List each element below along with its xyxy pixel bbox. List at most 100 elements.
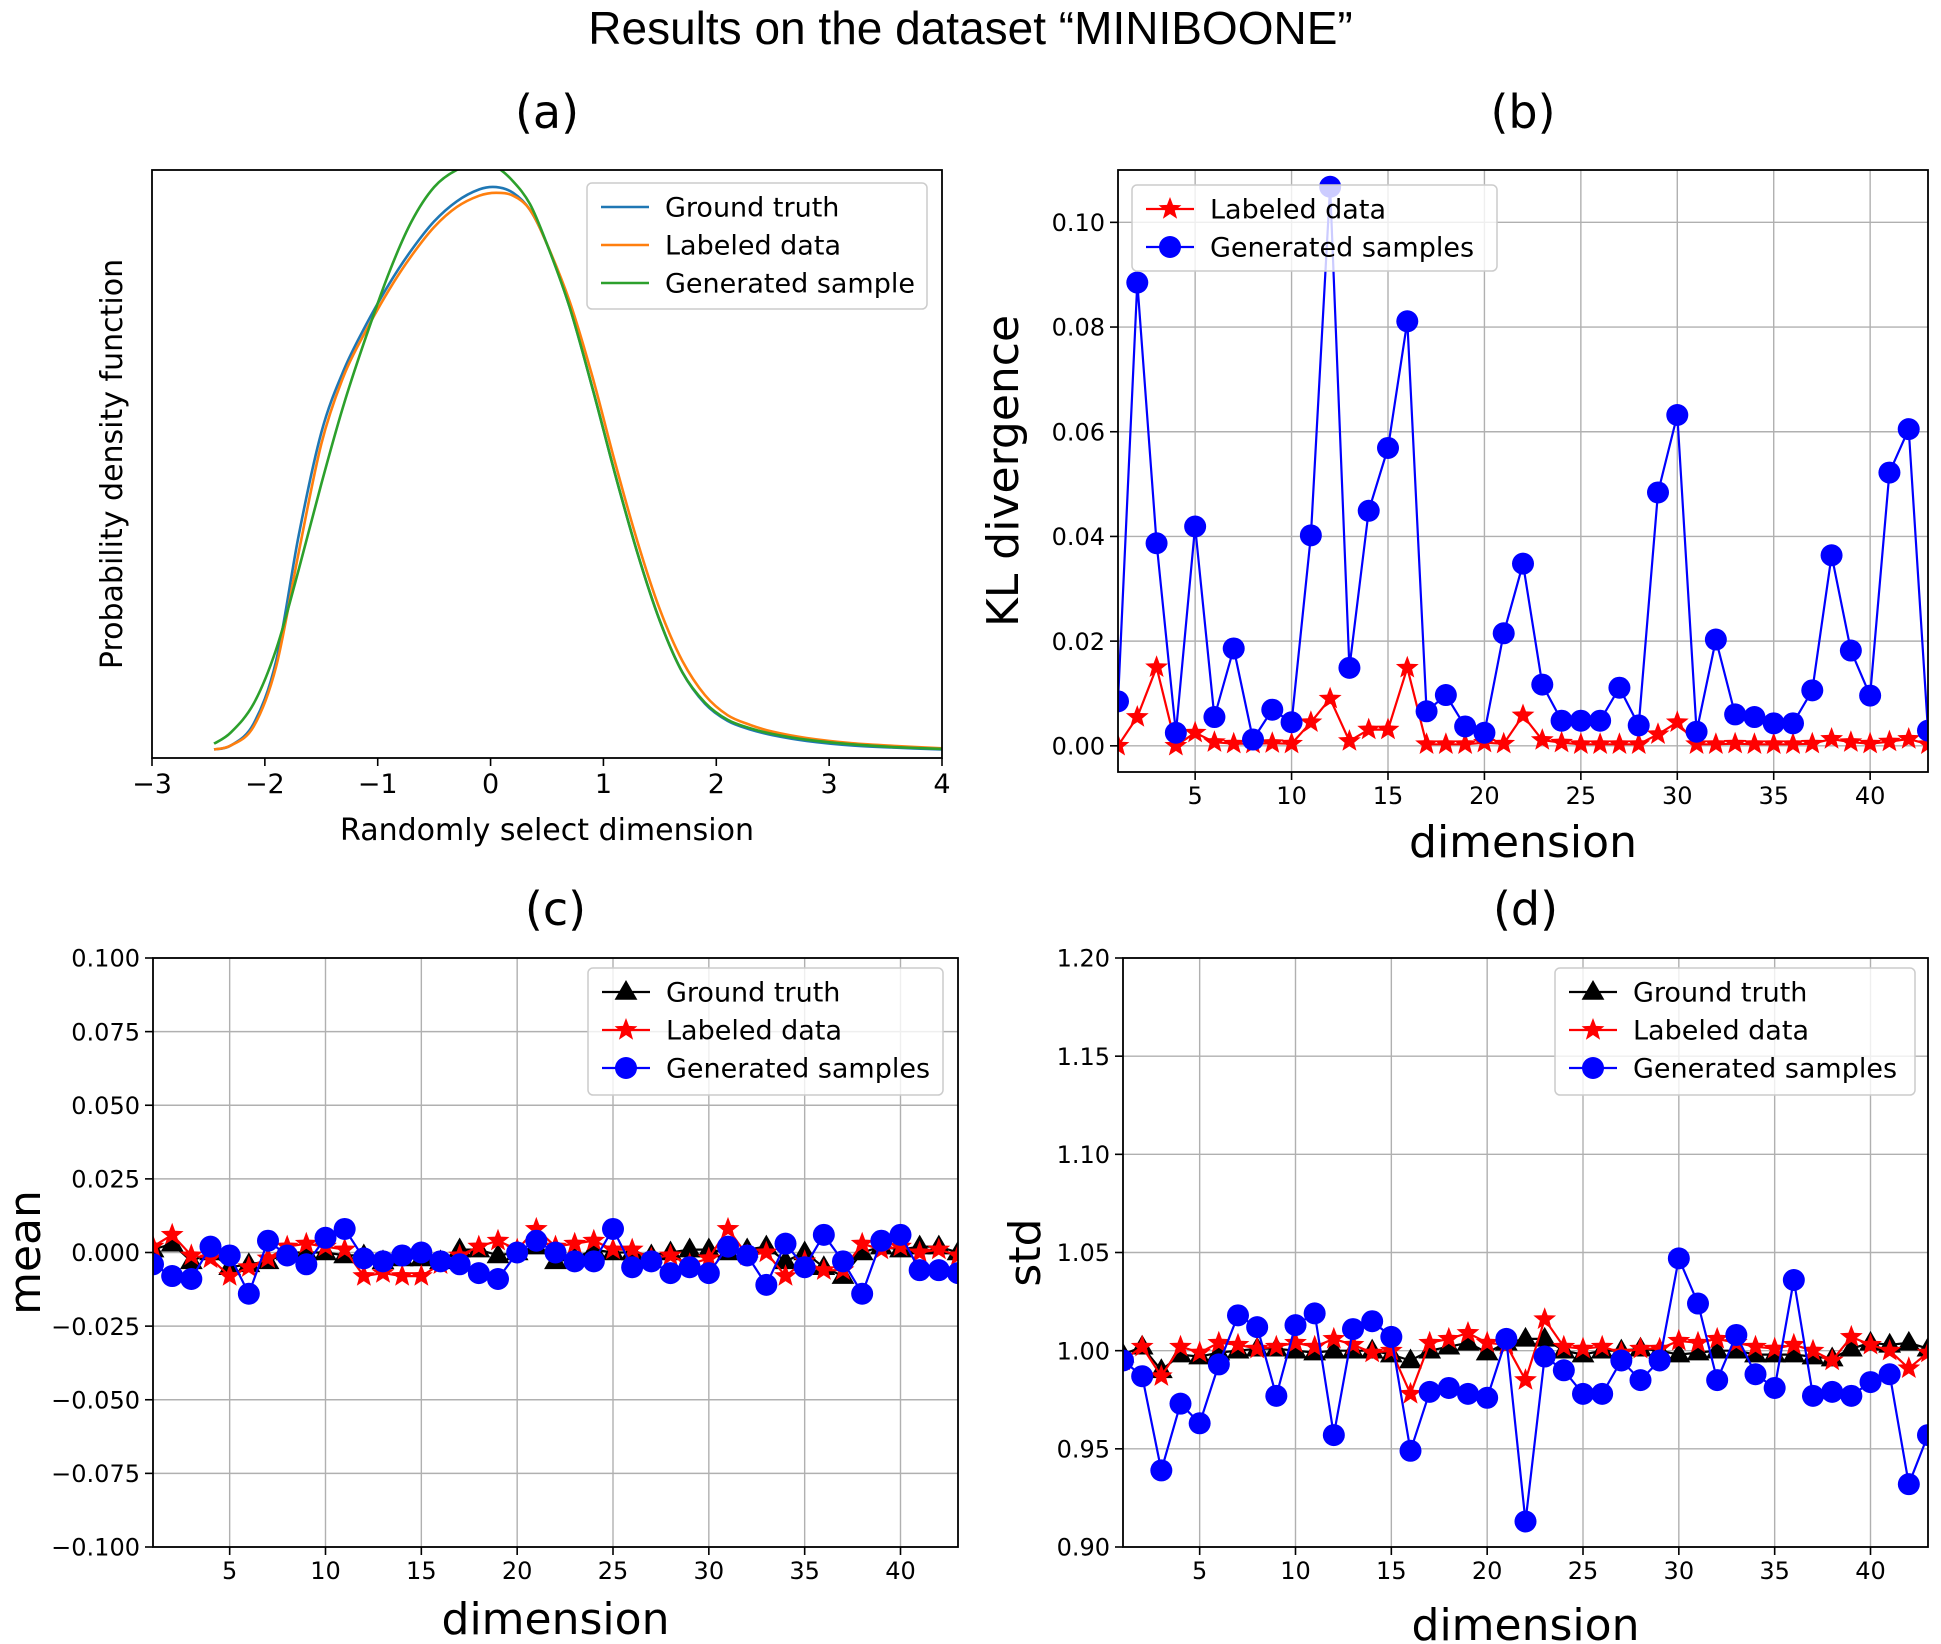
data-point [1685, 720, 1708, 743]
data-point [1434, 684, 1457, 707]
data-point [218, 1264, 242, 1286]
y-tick-label: 1.15 [1057, 1043, 1110, 1071]
data-point [1322, 1424, 1345, 1447]
data-point [927, 1259, 950, 1282]
y-tick-label: 0.025 [71, 1166, 140, 1194]
data-point [1859, 1332, 1882, 1355]
data-point [1145, 532, 1168, 555]
y-tick-label: 0.95 [1057, 1435, 1110, 1463]
data-point [850, 1231, 874, 1254]
y-tick-label: 0.06 [1052, 418, 1105, 446]
legend-item-generated-samples: Generated samples [1569, 1054, 1897, 1085]
legend: Labeled data Generated samples [1131, 184, 1498, 272]
data-point [659, 1243, 682, 1266]
data-point [1820, 1348, 1844, 1371]
data-point [1415, 700, 1438, 723]
data-point [716, 1216, 740, 1239]
x-tick-label: 10 [1276, 782, 1307, 810]
data-point [1456, 1321, 1480, 1343]
data-point [1704, 628, 1727, 651]
plot-area [1118, 175, 1928, 756]
legend-marker [1159, 236, 1181, 258]
y-tick-label: 0.000 [71, 1239, 140, 1267]
legend-label: Labeled data [1210, 195, 1386, 226]
series-generated-sample [213, 170, 942, 751]
series-generated-samples [1123, 1247, 1928, 1533]
series-line [213, 191, 942, 751]
y-tick-label: 1.10 [1057, 1141, 1110, 1169]
legend-item-generated-samples: Generated samples [1146, 233, 1474, 264]
axes-frame [1122, 957, 1929, 1548]
data-point [1207, 1353, 1230, 1376]
x-tick-label: 20 [1472, 1557, 1503, 1585]
data-point [1782, 712, 1804, 735]
legend-marker [1581, 1018, 1605, 1040]
data-point [1839, 639, 1862, 662]
data-point [1647, 481, 1669, 504]
data-point [927, 1237, 951, 1260]
data-point [1418, 1330, 1442, 1353]
data-point [1246, 1316, 1269, 1339]
legend-item-ground-truth: Ground truth [1569, 978, 1807, 1009]
data-point [390, 1264, 414, 1286]
data-point [1782, 1342, 1806, 1363]
data-point [1590, 1334, 1614, 1357]
y-tick-label: 0.10 [1052, 209, 1105, 237]
data-point [1533, 1326, 1557, 1347]
data-point [1184, 515, 1207, 538]
data-point [1667, 1342, 1691, 1363]
data-point [640, 1250, 663, 1273]
data-point [1473, 721, 1496, 744]
data-point [1361, 1310, 1384, 1333]
data-point [1533, 1345, 1556, 1368]
legend-marker [1582, 1057, 1604, 1079]
data-point [1123, 1349, 1134, 1372]
data-point [1377, 436, 1399, 459]
data-point [1802, 1384, 1824, 1407]
data-point [1897, 418, 1920, 441]
data-point [1188, 1412, 1211, 1435]
data-point [1342, 1318, 1364, 1341]
data-point [1379, 1338, 1403, 1361]
series-labeled-data [1123, 1307, 1928, 1404]
data-point [1299, 524, 1322, 547]
data-point [1762, 712, 1785, 735]
data-point [1399, 1348, 1422, 1369]
legend-marker [614, 1018, 638, 1040]
data-point [1878, 461, 1901, 484]
data-point [1666, 403, 1689, 426]
plot-area [213, 170, 942, 751]
data-point [1357, 499, 1380, 522]
data-point [1569, 732, 1593, 754]
data-point [946, 1243, 958, 1266]
panel-d: (d) 5 10 15 20 25 30 35 40 0.90 0.95 1.00 1.05 1.10 1.… [1000, 882, 1929, 1644]
data-point [1705, 1326, 1729, 1349]
y-tick-label: −0.050 [51, 1386, 140, 1414]
data-point [1839, 730, 1863, 752]
data-point [1476, 1386, 1499, 1409]
x-tick-label: 10 [310, 1557, 341, 1585]
data-point [218, 1244, 241, 1267]
data-point [1303, 1334, 1327, 1357]
x-tick-label: 5 [222, 1557, 237, 1585]
data-point [812, 1258, 836, 1280]
x-tick-label: 30 [1664, 1557, 1695, 1585]
x-tick-label: −1 [358, 769, 398, 800]
data-point [160, 1222, 184, 1245]
data-point [333, 1237, 357, 1260]
data-point [1322, 1326, 1346, 1349]
x-tick-label: 35 [789, 1557, 820, 1585]
data-point [1531, 673, 1554, 696]
data-point [1341, 1332, 1365, 1355]
data-point [1495, 1327, 1518, 1350]
data-point [1648, 1349, 1671, 1372]
x-tick-label: 25 [1568, 1557, 1599, 1585]
data-point [1399, 1439, 1422, 1462]
data-point [563, 1231, 587, 1254]
panel-b: (b) 5 10 15 20 25 30 35 40 0.00 0.02 0.04 0.06 0.08 0.… [978, 85, 1929, 868]
data-point [1763, 1336, 1787, 1359]
data-point [1744, 1334, 1767, 1357]
y-tick-label: 1.00 [1057, 1337, 1110, 1365]
series-labeled-data [213, 191, 942, 751]
data-point [850, 1240, 874, 1261]
